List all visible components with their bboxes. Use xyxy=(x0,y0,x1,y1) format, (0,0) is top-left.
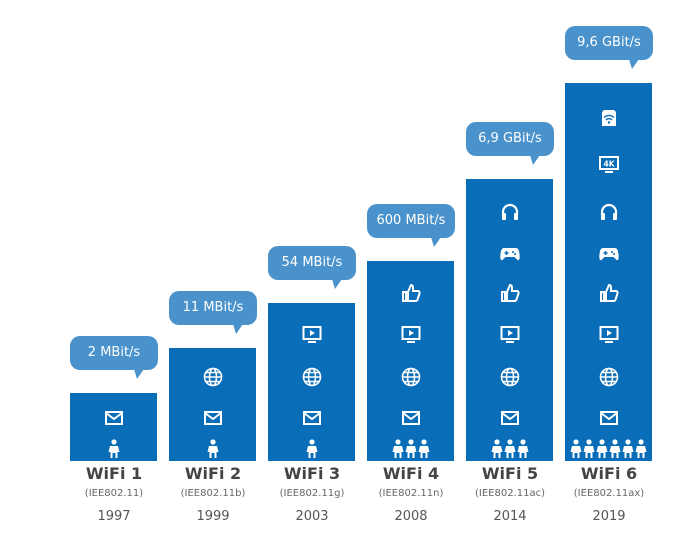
thumbs-up-icon xyxy=(599,283,619,303)
speed-bubble: 11 MBit/s xyxy=(169,291,257,334)
bar-wifi-4 xyxy=(367,261,454,461)
standard-label: (IEE802.11) xyxy=(84,488,144,499)
speed-bubble: 54 MBit/s xyxy=(268,246,356,289)
speed-bubble: 6,9 GBit/s xyxy=(466,122,554,165)
globe-icon xyxy=(599,367,619,387)
generation-name: WiFi 6 xyxy=(580,464,638,483)
gamepad-icon xyxy=(499,243,520,263)
bar-wifi-1 xyxy=(70,393,157,461)
play-icon xyxy=(302,324,322,344)
mail-icon xyxy=(401,408,421,428)
users-group xyxy=(70,439,157,459)
person-icon xyxy=(491,439,503,459)
year-label: 1999 xyxy=(196,509,230,524)
play-icon xyxy=(599,324,619,344)
mail-icon xyxy=(500,408,520,428)
headphones-icon xyxy=(599,202,619,222)
bar-wifi-6: 4K xyxy=(565,83,652,461)
standard-label: (IEE802.11ac) xyxy=(474,488,545,499)
thumbs-up-icon xyxy=(500,283,520,303)
generation-name: WiFi 2 xyxy=(184,464,242,483)
year-label: 1997 xyxy=(97,509,131,524)
generation-name: WiFi 3 xyxy=(283,464,341,483)
mail-icon xyxy=(203,408,223,428)
person-icon xyxy=(207,439,219,459)
headphones-icon xyxy=(500,202,520,222)
person-icon xyxy=(392,439,404,459)
globe-icon xyxy=(401,367,421,387)
speed-bubble: 9,6 GBit/s xyxy=(565,26,653,69)
generation-name: WiFi 4 xyxy=(382,464,440,483)
person-icon xyxy=(583,439,595,459)
play-icon xyxy=(401,324,421,344)
person-icon xyxy=(517,439,529,459)
generation-name: WiFi 1 xyxy=(85,464,143,483)
person-icon xyxy=(418,439,430,459)
standard-label: (IEE802.11g) xyxy=(279,488,345,499)
users-group xyxy=(565,439,652,459)
year-label: 2019 xyxy=(592,509,626,524)
bar-wifi-5 xyxy=(466,179,553,461)
standard-label: (IEE802.11b) xyxy=(180,488,246,499)
mail-icon xyxy=(302,408,322,428)
wifi-router-icon xyxy=(599,108,619,128)
year-label: 2014 xyxy=(493,509,527,524)
standard-label: (IEE802.11ax) xyxy=(573,488,645,499)
person-icon xyxy=(609,439,621,459)
users-group xyxy=(466,439,553,459)
globe-icon xyxy=(500,367,520,387)
bar-wifi-3 xyxy=(268,303,355,461)
speed-bubble: 2 MBit/s xyxy=(70,336,158,379)
thumbs-up-icon xyxy=(401,283,421,303)
speed-bubble: 600 MBit/s xyxy=(367,204,455,247)
users-group xyxy=(169,439,256,459)
play-icon xyxy=(500,324,520,344)
users-group xyxy=(268,439,355,459)
person-icon xyxy=(405,439,417,459)
person-icon xyxy=(108,439,120,459)
mail-icon xyxy=(104,408,124,428)
users-group xyxy=(367,439,454,459)
standard-label: (IEE802.11n) xyxy=(378,488,444,499)
tv-4k-icon: 4K xyxy=(598,154,619,174)
person-icon xyxy=(504,439,516,459)
generation-name: WiFi 5 xyxy=(481,464,539,483)
person-icon xyxy=(570,439,582,459)
year-label: 2003 xyxy=(295,509,329,524)
svg-text:4K: 4K xyxy=(603,160,615,169)
globe-icon xyxy=(302,367,322,387)
person-icon xyxy=(635,439,647,459)
mail-icon xyxy=(599,408,619,428)
person-icon xyxy=(596,439,608,459)
gamepad-icon xyxy=(598,243,619,263)
person-icon xyxy=(622,439,634,459)
bar-wifi-2 xyxy=(169,348,256,461)
year-label: 2008 xyxy=(394,509,428,524)
globe-icon xyxy=(203,367,223,387)
person-icon xyxy=(306,439,318,459)
